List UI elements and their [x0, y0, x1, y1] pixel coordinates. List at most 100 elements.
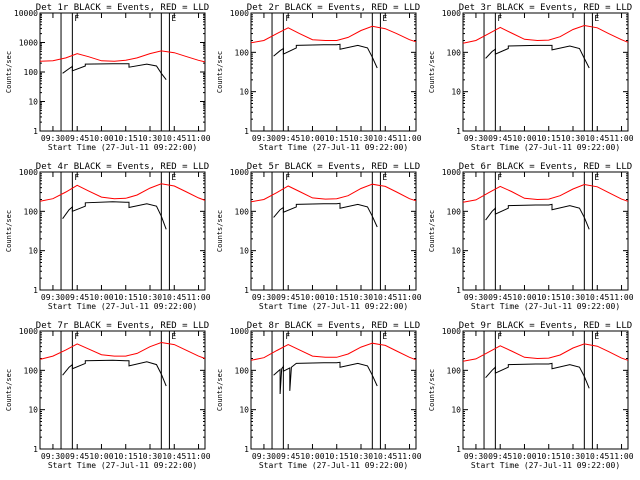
panel-title: Det 5r BLACK = Events, RED = LLD — [247, 162, 420, 172]
x-tick-label: 10:00 — [512, 293, 536, 302]
plot-frame — [250, 330, 417, 450]
lld-series-line — [462, 343, 629, 362]
x-tick-label: 10:00 — [89, 293, 113, 302]
y-axis-label: Counts/sec — [5, 210, 13, 252]
x-tick-label: 10:15 — [114, 452, 138, 461]
events-series-line — [273, 202, 378, 228]
x-tick-label: 09:30 — [41, 134, 65, 143]
y-tick-label: 100 — [24, 207, 39, 216]
y-axis-label: Counts/sec — [428, 369, 436, 411]
x-tick-label: 10:30 — [349, 293, 373, 302]
x-tick-label: 10:15 — [325, 293, 349, 302]
x-tick-label: 10:00 — [89, 452, 113, 461]
y-tick-label: 10000 — [14, 9, 38, 18]
lld-series-line — [39, 341, 206, 360]
x-tick-label: 11:00 — [397, 452, 421, 461]
panel-title: Det 6r BLACK = Events, RED = LLD — [459, 162, 632, 172]
y-tick-label: 100 — [447, 48, 462, 57]
panel-title: Det 9r BLACK = Events, RED = LLD — [459, 321, 632, 331]
x-axis-label: Start Time (27-Jul-11 09:22:00) — [48, 302, 197, 311]
detector-panel: Det 7r BLACK = Events, RED = LLD 1 10 100 10… — [5, 321, 211, 470]
x-tick-label: 09:30 — [464, 134, 488, 143]
x-tick-label: 10:30 — [561, 134, 585, 143]
y-axis-label: Counts/sec — [428, 51, 436, 93]
x-tick-label: 10:15 — [537, 134, 561, 143]
plot-frame — [462, 330, 629, 450]
x-axis-label: Start Time (27-Jul-11 09:22:00) — [471, 143, 620, 152]
y-tick-label: 1 — [456, 286, 461, 295]
y-tick-label: 10 — [239, 88, 249, 97]
x-tick-label: 10:45 — [162, 293, 186, 302]
x-tick-label: 11:00 — [609, 293, 633, 302]
panel-title: Det 2r BLACK = Events, RED = LLD — [247, 3, 420, 13]
y-tick-label: 10 — [451, 88, 461, 97]
x-tick-label: 10:30 — [561, 293, 585, 302]
panel-title: Det 4r BLACK = Events, RED = LLD — [36, 162, 209, 172]
time-marker-label: F — [285, 173, 290, 182]
y-tick-label: 1 — [33, 445, 38, 454]
time-marker-label: E — [171, 332, 176, 341]
detector-panel: Det 6r BLACK = Events, RED = LLD 1 10 100 10… — [428, 162, 634, 311]
x-tick-label: 10:15 — [114, 293, 138, 302]
events-series-line — [62, 201, 167, 230]
plot-frame — [39, 330, 206, 450]
lld-series-line — [250, 183, 417, 203]
x-axis-label: Start Time (27-Jul-11 09:22:00) — [48, 143, 197, 152]
y-tick-label: 10 — [28, 247, 38, 256]
x-tick-label: 09:30 — [252, 293, 276, 302]
y-tick-label: 1 — [456, 445, 461, 454]
plot-frame — [462, 171, 629, 291]
x-tick-label: 10:15 — [537, 293, 561, 302]
lld-series-line — [462, 24, 629, 44]
events-series-line — [273, 361, 378, 395]
y-tick-label: 10 — [239, 406, 249, 415]
x-axis-label: Start Time (27-Jul-11 09:22:00) — [48, 461, 197, 470]
x-tick-label: 09:45 — [488, 452, 512, 461]
events-series-line — [273, 43, 378, 69]
x-tick-label: 11:00 — [186, 134, 210, 143]
time-marker-label: F — [497, 173, 502, 182]
x-tick-label: 09:45 — [276, 134, 300, 143]
time-marker-label: E — [171, 173, 176, 182]
y-tick-label: 1 — [244, 286, 249, 295]
y-tick-label: 100 — [447, 366, 462, 375]
plot-frame — [250, 12, 417, 132]
events-series-line — [485, 44, 590, 69]
y-tick-label: 1000 — [230, 9, 249, 18]
panel-title: Det 8r BLACK = Events, RED = LLD — [247, 321, 420, 331]
x-tick-label: 10:45 — [373, 293, 397, 302]
x-tick-label: 10:30 — [349, 452, 373, 461]
x-tick-label: 09:30 — [252, 134, 276, 143]
time-marker-label: E — [594, 332, 599, 341]
time-marker-label: E — [594, 173, 599, 182]
x-tick-label: 10:00 — [89, 134, 113, 143]
lld-series-line — [250, 25, 417, 44]
detector-panel: Det 2r BLACK = Events, RED = LLD 1 10 100 10… — [216, 3, 422, 152]
x-tick-label: 10:45 — [373, 134, 397, 143]
events-series-line — [485, 362, 590, 389]
y-tick-label: 10 — [451, 406, 461, 415]
plot-frame — [39, 171, 206, 291]
x-axis-label: Start Time (27-Jul-11 09:22:00) — [259, 143, 408, 152]
x-tick-label: 10:45 — [162, 134, 186, 143]
y-axis-label: Counts/sec — [216, 369, 224, 411]
x-tick-label: 10:30 — [138, 293, 162, 302]
lld-series-line — [39, 50, 206, 63]
y-tick-label: 10 — [28, 406, 38, 415]
y-tick-label: 10 — [28, 98, 38, 107]
plot-frame — [250, 171, 417, 291]
y-axis-label: Counts/sec — [5, 369, 13, 411]
lld-series-line — [462, 183, 629, 203]
y-tick-label: 1000 — [19, 39, 38, 48]
x-tick-label: 09:45 — [65, 134, 89, 143]
x-tick-label: 10:45 — [585, 134, 609, 143]
x-tick-label: 09:30 — [252, 452, 276, 461]
y-axis-label: Counts/sec — [5, 51, 13, 93]
time-marker-label: F — [285, 332, 290, 341]
x-tick-label: 10:45 — [162, 452, 186, 461]
x-tick-label: 10:45 — [373, 452, 397, 461]
x-tick-label: 10:45 — [585, 452, 609, 461]
lld-series-line — [250, 342, 417, 361]
x-tick-label: 09:45 — [276, 293, 300, 302]
time-marker-label: F — [497, 332, 502, 341]
